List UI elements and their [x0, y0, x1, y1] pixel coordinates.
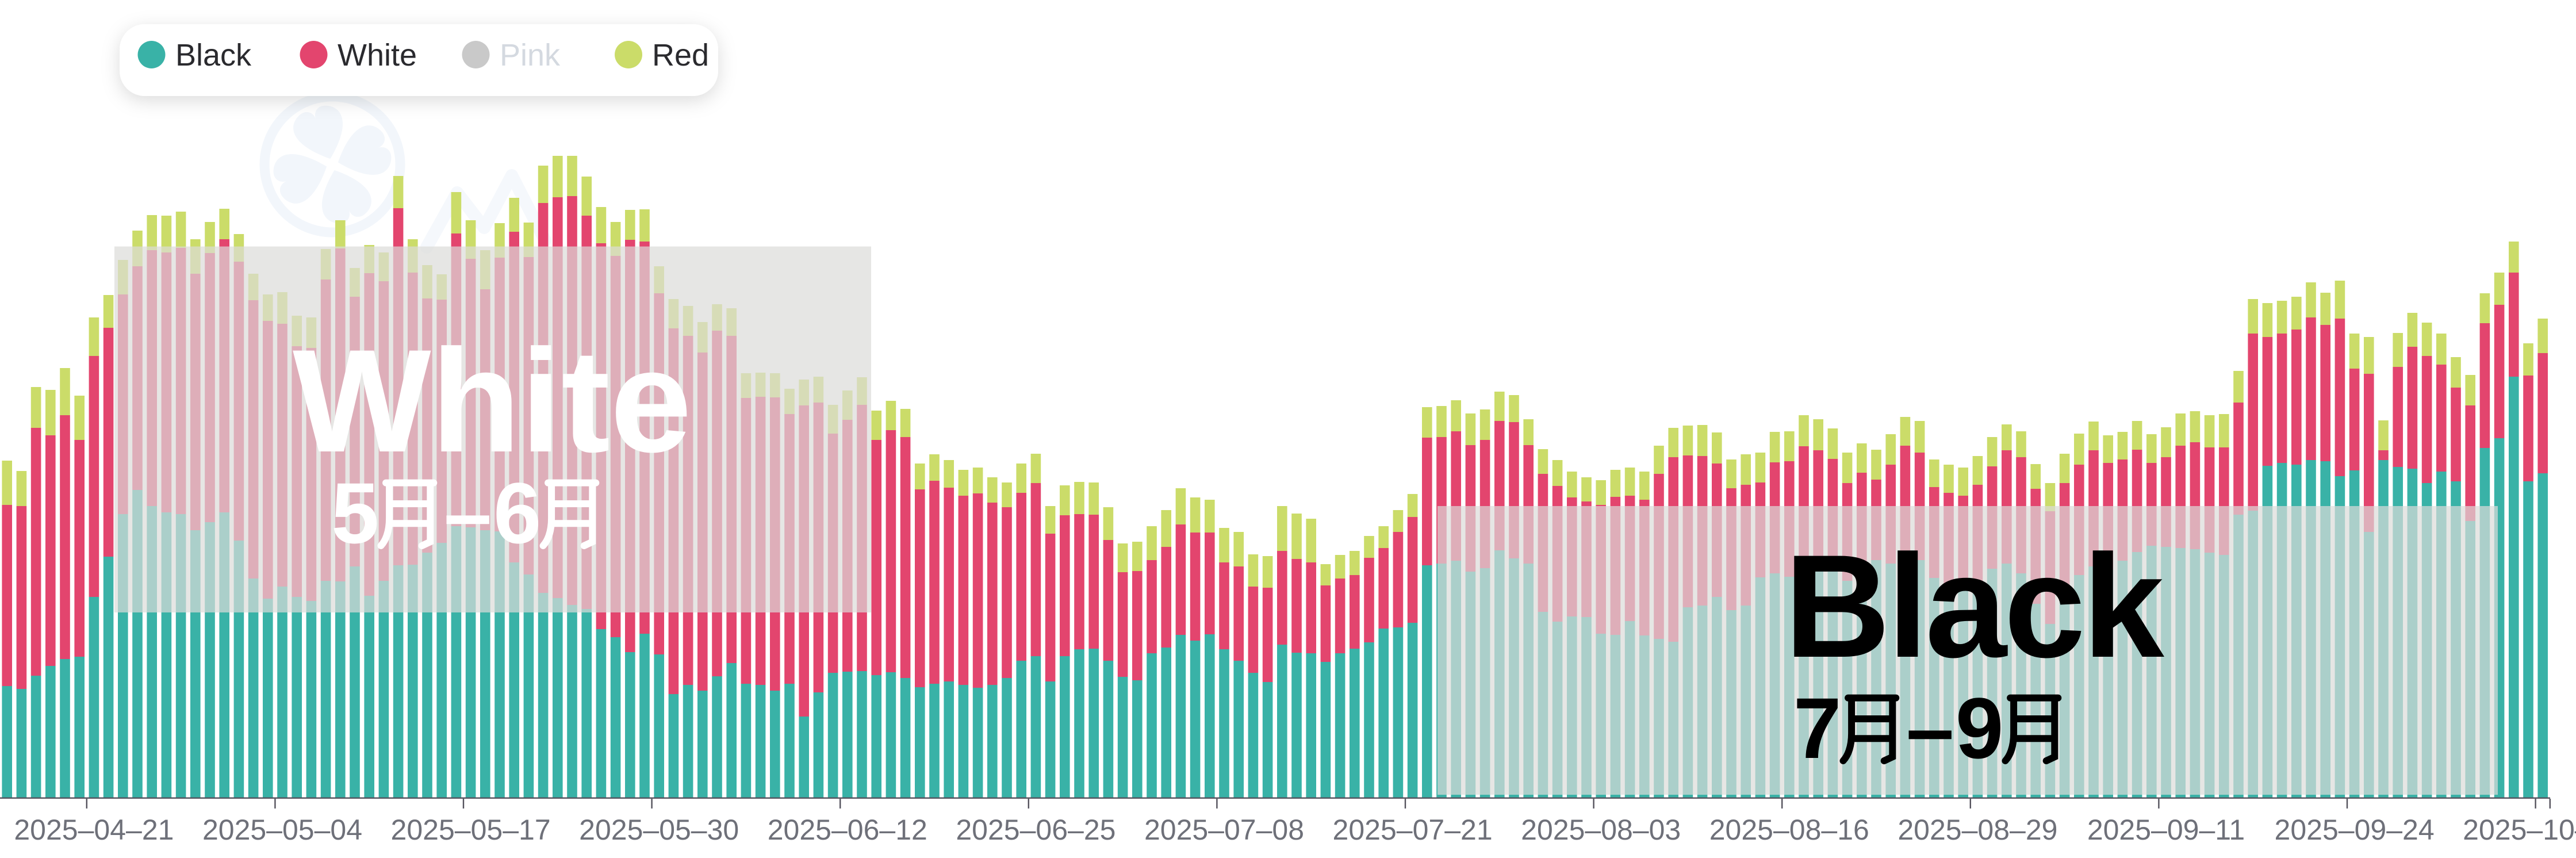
svg-text:5: 5 — [331, 465, 379, 561]
svg-text:2025–08–16: 2025–08–16 — [1709, 814, 1869, 846]
svg-text:2025–10–07: 2025–10–07 — [2463, 814, 2576, 846]
svg-text:White: White — [338, 38, 417, 72]
svg-text:7: 7 — [1793, 680, 1841, 776]
svg-text:–: – — [1906, 680, 1954, 776]
svg-text:2025–07–21: 2025–07–21 — [1333, 814, 1493, 846]
svg-text:2025–05–04: 2025–05–04 — [202, 814, 362, 846]
svg-text:2025–08–29: 2025–08–29 — [1897, 814, 2057, 846]
svg-text:Pink: Pink — [500, 38, 561, 72]
svg-text:White: White — [293, 319, 692, 483]
svg-text:–: – — [444, 465, 492, 561]
svg-text:2025–05–17: 2025–05–17 — [391, 814, 551, 846]
svg-text:2025–09–11: 2025–09–11 — [2087, 814, 2245, 846]
svg-text:Red: Red — [652, 38, 709, 72]
svg-text:6: 6 — [493, 465, 541, 561]
svg-text:2025–08–03: 2025–08–03 — [1521, 814, 1681, 846]
svg-text:Black: Black — [1784, 524, 2165, 688]
svg-text:Black: Black — [175, 38, 252, 72]
svg-text:9: 9 — [1956, 680, 2003, 776]
svg-text:2025–06–12: 2025–06–12 — [768, 814, 927, 846]
svg-text:2025–06–25: 2025–06–25 — [956, 814, 1116, 846]
svg-text:2025–07–08: 2025–07–08 — [1144, 814, 1304, 846]
svg-text:2025–05–30: 2025–05–30 — [579, 814, 739, 846]
svg-text:2025–04–21: 2025–04–21 — [14, 814, 174, 846]
svg-text:2025–09–24: 2025–09–24 — [2275, 814, 2435, 846]
